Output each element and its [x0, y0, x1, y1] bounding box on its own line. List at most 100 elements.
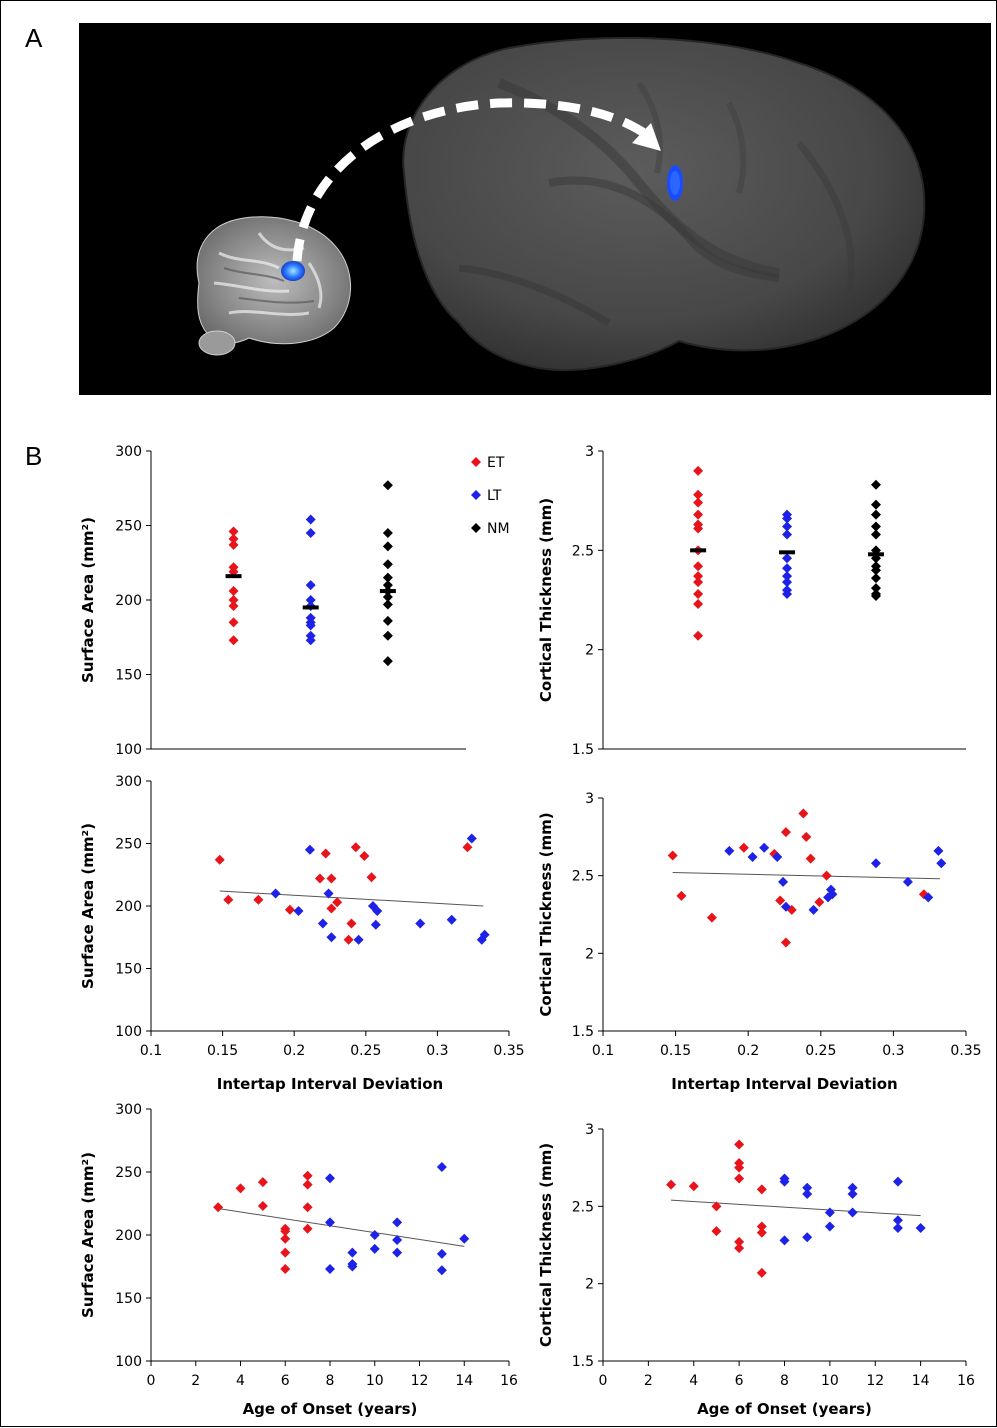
y-tick-label: 2.5: [572, 869, 594, 885]
group-point-nm: [870, 591, 881, 602]
x-tick-label: 0.3: [882, 1043, 904, 1059]
x-tick-label: 4: [236, 1373, 245, 1389]
x-tick-label: 0: [147, 1373, 156, 1389]
scatter-point-et: [734, 1236, 745, 1247]
x-axis-label: Age of Onset (years): [697, 1400, 872, 1418]
group-point-nm: [870, 573, 881, 584]
y-axis-label: Surface Area (mm²): [79, 823, 97, 989]
scatter-point-lt: [802, 1232, 813, 1243]
x-tick-label: 6: [735, 1373, 744, 1389]
x-tick-label: 0.2: [737, 1043, 759, 1059]
scatter-point-lt: [392, 1235, 403, 1246]
group-point-nm: [382, 615, 393, 626]
group-point-lt: [782, 563, 793, 574]
x-tick-label: 0.35: [950, 1043, 981, 1059]
scatter-point-et: [734, 1162, 745, 1173]
scatter-point-lt: [325, 1217, 335, 1228]
scatter-point-et: [257, 1201, 268, 1212]
y-tick-label: 100: [115, 1354, 142, 1370]
group-point-et: [228, 600, 239, 611]
x-tick-label: 12: [411, 1373, 429, 1389]
scatter-point-lt: [459, 1233, 470, 1244]
group-point-et: [228, 635, 239, 646]
scatter-point-lt: [933, 845, 944, 856]
scatter-point-et: [302, 1179, 313, 1190]
scatter-point-lt: [325, 1264, 335, 1275]
scatter-point-lt: [902, 876, 913, 887]
scatter-point-lt: [827, 889, 838, 900]
scatter-point-et: [666, 1179, 677, 1190]
y-tick-label: 2: [585, 946, 594, 962]
scatter-point-lt: [293, 906, 304, 916]
scatter-point-et: [688, 1181, 699, 1192]
x-tick-label: 2: [644, 1373, 653, 1389]
scatter-point-et: [814, 897, 825, 908]
scatter-point-et: [711, 1201, 722, 1212]
x-tick-label: 0.2: [283, 1043, 305, 1059]
scatter-point-lt: [370, 919, 381, 930]
group-point-nm: [382, 541, 393, 552]
x-tick-label: 0: [599, 1373, 608, 1389]
group-point-et: [693, 577, 704, 588]
y-tick-label: 250: [115, 1165, 142, 1181]
scatter-point-lt: [724, 845, 735, 856]
group-point-lt: [305, 514, 316, 525]
scatter-point-et: [359, 851, 370, 861]
y-tick-label: 3: [585, 791, 594, 807]
y-tick-label: 1.5: [572, 1024, 594, 1040]
group-point-nm: [382, 480, 393, 491]
scatter-point-et: [738, 842, 749, 853]
group-point-et: [693, 598, 704, 609]
group-mean-bar-et: [225, 574, 242, 579]
y-tick-label: 300: [115, 774, 142, 790]
legend-marker-et: [471, 457, 481, 467]
scatter-point-et: [798, 808, 809, 819]
scatter-point-et: [213, 1202, 224, 1213]
scatter-point-et: [332, 897, 343, 908]
scatter-point-et: [734, 1243, 745, 1254]
group-point-lt: [782, 529, 793, 540]
group-point-et: [693, 523, 704, 534]
chart-sa_iti: 100 150 200 250 300 0.1 0.15 0.2 0.25 0.3 0.35 Surf…: [79, 774, 525, 1093]
scatter-point-et: [214, 854, 225, 865]
scatter-point-et: [734, 1139, 745, 1150]
scatter-point-et: [676, 890, 687, 901]
scatter-point-et: [801, 831, 812, 842]
scatter-point-et: [756, 1227, 767, 1238]
y-tick-label: 100: [115, 742, 142, 758]
y-tick-label: 300: [115, 1102, 142, 1118]
scatter-point-et: [280, 1233, 291, 1244]
panel-a-label: A: [25, 23, 43, 53]
x-tick-label: 0.3: [426, 1043, 448, 1059]
scatter-point-et: [314, 873, 325, 884]
y-tick-label: 1.5: [572, 742, 594, 758]
scatter-point-et: [775, 895, 786, 906]
scatter-point-lt: [392, 1217, 403, 1228]
legend: ET LT NM: [471, 455, 510, 537]
group-point-et: [228, 617, 239, 628]
scatter-point-et: [667, 850, 678, 861]
group-point-lt: [305, 527, 316, 538]
scatter-point-lt: [870, 858, 881, 869]
scatter-point-et: [326, 903, 337, 914]
x-axis-label: Intertap Interval Deviation: [217, 1075, 443, 1093]
group-point-lt: [782, 513, 793, 524]
group-point-nm: [382, 559, 393, 570]
scatter-point-lt: [923, 892, 934, 903]
x-axis-label: Intertap Interval Deviation: [671, 1075, 897, 1093]
scatter-point-et: [350, 842, 361, 853]
scatter-point-lt: [936, 858, 947, 869]
scatter-point-et: [780, 827, 791, 838]
y-axis-label: Surface Area (mm²): [79, 1152, 97, 1318]
x-tick-label: 14: [912, 1373, 930, 1389]
brain-illustration: [196, 36, 926, 371]
scatter-point-lt: [847, 1207, 858, 1218]
scatter-point-lt: [915, 1222, 926, 1233]
scatter-point-lt: [353, 934, 364, 945]
group-point-nm: [870, 529, 881, 540]
scatter-point-lt: [772, 852, 783, 863]
scatter-point-lt: [847, 1182, 858, 1193]
scatter-point-lt: [780, 901, 791, 912]
scatter-point-lt: [325, 1173, 335, 1184]
